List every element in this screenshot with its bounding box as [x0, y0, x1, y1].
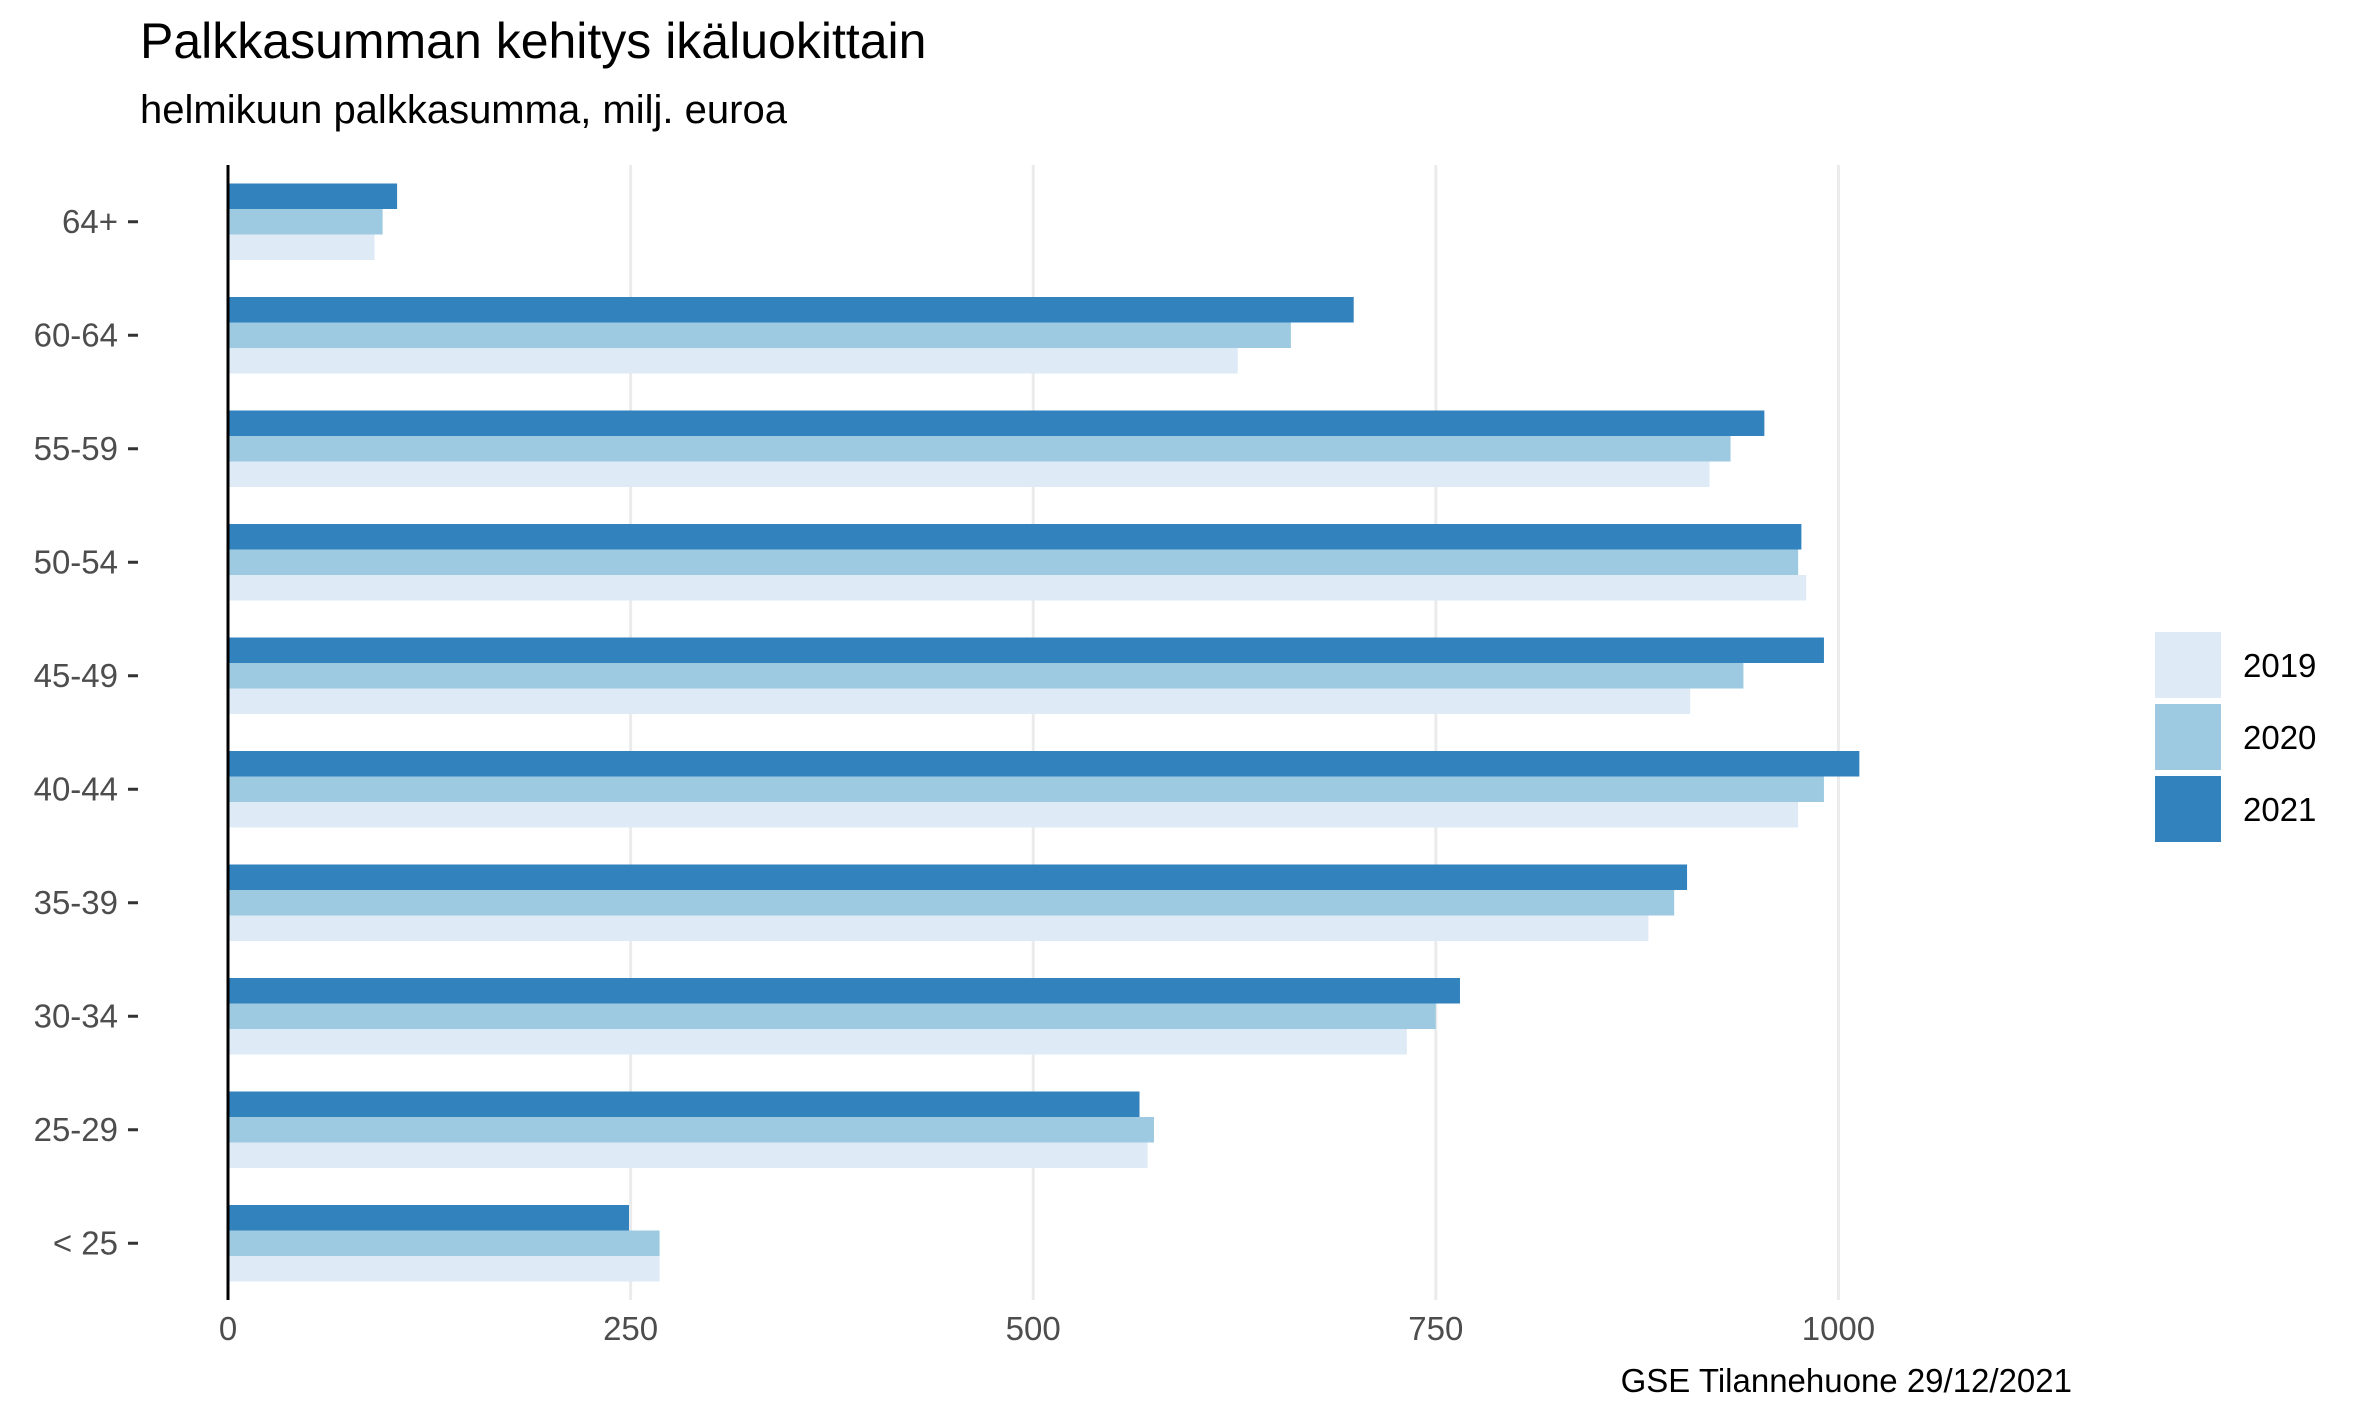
- x-tick-label-4: 1000: [1802, 1310, 1875, 1347]
- bar-2020-6: [228, 549, 1799, 575]
- bar-2021-6: [228, 524, 1802, 550]
- legend-key-2019: [2155, 632, 2221, 698]
- bar-2020-9: [228, 209, 383, 235]
- axes: 0 250 500 750 1000 < 25 25-29 30-34 35-39 40-44 45…: [34, 165, 1875, 1347]
- bar-2020-3: [228, 890, 1675, 916]
- y-tick-label-7: 55-59: [34, 430, 118, 467]
- bar-2021-4: [228, 751, 1860, 777]
- legend-key-2020: [2155, 704, 2221, 770]
- bar-2020-1: [228, 1117, 1154, 1143]
- bar-2019-0: [228, 1256, 660, 1282]
- bar-2021-1: [228, 1091, 1140, 1117]
- chart-caption: GSE Tilannehuone 29/12/2021: [1620, 1362, 2072, 1399]
- bar-2021-7: [228, 410, 1765, 436]
- bar-2019-3: [228, 915, 1649, 941]
- bar-2019-6: [228, 575, 1807, 601]
- y-tick-label-8: 60-64: [34, 316, 118, 353]
- legend: 2019 2020 2021: [2155, 632, 2316, 842]
- bar-2019-7: [228, 461, 1710, 487]
- bars: [228, 183, 1860, 1282]
- legend-label-2019: 2019: [2243, 647, 2316, 684]
- y-tick-label-0: < 25: [53, 1224, 118, 1261]
- bar-2021-5: [228, 637, 1824, 663]
- bar-2020-0: [228, 1230, 660, 1256]
- x-tick-label-1: 250: [603, 1310, 658, 1347]
- bar-2020-4: [228, 776, 1824, 802]
- y-tick-label-3: 35-39: [34, 884, 118, 921]
- y-tick-label-6: 50-54: [34, 543, 118, 580]
- y-tick-label-2: 30-34: [34, 997, 118, 1034]
- y-tick-label-5: 45-49: [34, 657, 118, 694]
- bar-2020-7: [228, 436, 1731, 462]
- bar-2020-8: [228, 322, 1291, 348]
- x-tick-label-0: 0: [219, 1310, 237, 1347]
- y-tick-label-9: 64+: [62, 203, 118, 240]
- legend-label-2020: 2020: [2243, 719, 2316, 756]
- legend-key-2021: [2155, 776, 2221, 842]
- bar-2021-8: [228, 297, 1354, 323]
- bar-2020-2: [228, 1003, 1436, 1029]
- bar-2019-4: [228, 802, 1799, 828]
- y-tick-label-1: 25-29: [34, 1111, 118, 1148]
- bar-2019-9: [228, 234, 375, 260]
- bar-2021-9: [228, 183, 398, 209]
- chart-title: Palkkasumman kehitys ikäluokittain: [140, 13, 927, 69]
- bar-2020-5: [228, 663, 1744, 689]
- bar-2019-8: [228, 348, 1238, 374]
- bar-2021-2: [228, 978, 1460, 1004]
- y-tick-label-4: 40-44: [34, 770, 118, 807]
- x-tick-label-3: 750: [1408, 1310, 1463, 1347]
- bar-2019-5: [228, 688, 1691, 714]
- x-tick-label-2: 500: [1006, 1310, 1061, 1347]
- bar-2021-0: [228, 1205, 629, 1231]
- bar-2019-2: [228, 1029, 1407, 1055]
- bar-2021-3: [228, 864, 1688, 890]
- bar-2019-1: [228, 1142, 1148, 1168]
- chart-subtitle: helmikuun palkkasumma, milj. euroa: [140, 88, 787, 132]
- legend-label-2021: 2021: [2243, 791, 2316, 828]
